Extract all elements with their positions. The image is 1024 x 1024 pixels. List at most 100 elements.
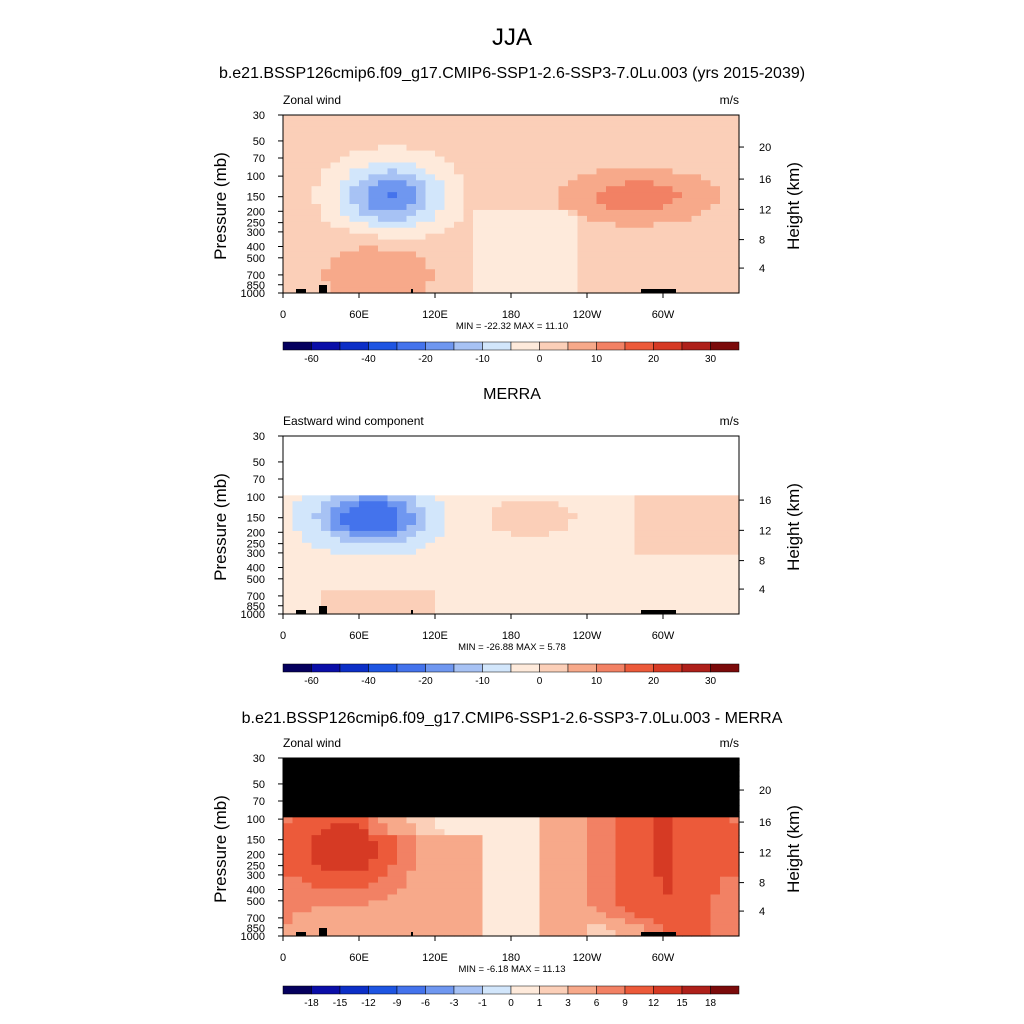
field-cell <box>729 864 740 872</box>
field-cell <box>425 144 436 152</box>
field-cell <box>435 876 446 884</box>
field-cell <box>701 441 712 449</box>
field-cell <box>653 918 664 925</box>
field-cell <box>283 221 294 229</box>
field-cell <box>672 566 683 574</box>
field-cell <box>425 584 436 591</box>
field-cell <box>530 590 541 597</box>
field-cell <box>416 436 427 443</box>
field-cell <box>710 245 721 253</box>
field-cell <box>530 823 541 830</box>
field-cell <box>539 829 550 836</box>
field-cell <box>663 566 674 574</box>
field-cell <box>729 263 740 270</box>
colorbar-label: -40 <box>361 354 376 365</box>
field-cell <box>330 590 341 597</box>
field-cell <box>520 560 531 568</box>
field-cell <box>539 459 550 467</box>
field-cell <box>387 115 398 122</box>
field-cell <box>577 513 588 520</box>
field-cell <box>321 906 332 913</box>
field-cell <box>330 281 341 288</box>
field-cell <box>311 817 322 824</box>
field-cell <box>368 483 379 490</box>
field-cell <box>672 239 683 247</box>
field-cell <box>473 805 484 812</box>
field-cell <box>349 882 360 890</box>
field-cell <box>520 906 531 913</box>
field-cell <box>397 441 408 449</box>
field-cell <box>634 126 645 134</box>
field-cell <box>634 269 645 276</box>
field-cell <box>520 198 531 205</box>
field-cell <box>482 174 493 181</box>
field-cell <box>511 501 522 508</box>
field-cell <box>435 799 446 807</box>
colorbar-label: -10 <box>475 354 490 365</box>
field-cell <box>349 180 360 187</box>
field-cell <box>701 245 712 253</box>
field-cell <box>463 930 474 937</box>
field-cell <box>425 608 436 615</box>
field-cell <box>615 495 626 502</box>
field-cell <box>463 835 474 842</box>
colorbar-swatch <box>311 341 341 351</box>
field-cell <box>321 281 332 288</box>
field-cell <box>634 489 645 496</box>
field-cell <box>596 132 607 140</box>
field-cell <box>501 204 512 211</box>
field-cell <box>606 525 617 532</box>
field-cell <box>378 769 389 777</box>
field-cell <box>397 930 408 937</box>
field-cell <box>672 198 683 205</box>
field-cell <box>302 483 313 490</box>
field-cell <box>330 584 341 591</box>
field-cell <box>292 447 303 455</box>
field-cell <box>710 823 721 830</box>
field-cell <box>558 566 569 574</box>
field-cell <box>520 209 531 217</box>
x-tick-label: 120W <box>573 630 602 642</box>
field-cell <box>530 578 541 585</box>
field-cell <box>302 471 313 479</box>
field-cell <box>587 852 598 860</box>
field-cell <box>511 251 522 258</box>
field-cell <box>520 596 531 603</box>
field-cell <box>292 180 303 187</box>
field-cell <box>558 906 569 913</box>
y-right-tick-label: 8 <box>759 556 765 568</box>
field-cell <box>482 209 493 217</box>
field-cell <box>701 912 712 919</box>
field-cell <box>663 924 674 931</box>
field-cell <box>302 263 313 270</box>
field-cell <box>596 180 607 187</box>
field-cell <box>720 894 731 901</box>
field-cell <box>596 781 607 789</box>
field-cell <box>292 233 303 241</box>
field-cell <box>292 186 303 193</box>
field-cell <box>530 775 541 783</box>
field-cell <box>330 876 341 884</box>
field-cell <box>340 548 351 556</box>
field-cell <box>463 215 474 223</box>
field-cell <box>302 912 313 919</box>
field-cell <box>283 245 294 253</box>
field-cell <box>387 174 398 181</box>
panel-title: b.e21.BSSP126cmip6.f09_g17.CMIP6-SSP1-2.… <box>219 65 805 82</box>
field-cell <box>340 906 351 913</box>
field-cell <box>568 126 579 134</box>
field-cell <box>701 793 712 801</box>
field-cell <box>340 186 351 193</box>
field-cell <box>340 763 351 771</box>
field-cell <box>368 269 379 276</box>
field-cell <box>691 115 702 122</box>
field-cell <box>511 120 522 128</box>
field-cell <box>634 554 645 562</box>
field-cell <box>568 584 579 591</box>
field-cell <box>520 763 531 771</box>
field-cell <box>397 876 408 884</box>
field-cell <box>482 548 493 556</box>
field-cell <box>349 775 360 783</box>
field-cell <box>720 257 731 264</box>
field-cell <box>596 281 607 288</box>
